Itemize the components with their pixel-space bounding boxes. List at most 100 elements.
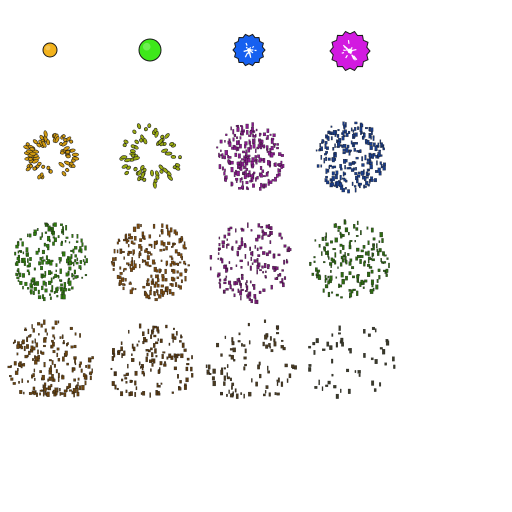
sprite-speck	[370, 269, 374, 274]
sprite-speck	[57, 320, 60, 324]
sprite-speck	[255, 381, 258, 387]
sprite-speck	[14, 370, 19, 375]
sprite-speck	[244, 163, 247, 169]
sprite-speck	[218, 164, 222, 170]
sprite-speck	[370, 135, 372, 140]
sprite-speck	[7, 365, 11, 369]
sprite-speck	[172, 243, 174, 248]
sprite-speck	[318, 244, 321, 248]
sprite-speck	[136, 343, 139, 347]
sprite-petal	[69, 161, 74, 166]
sprite-speck	[28, 350, 31, 356]
sprite-speck	[155, 390, 158, 396]
sprite-speck	[33, 232, 37, 236]
sprite-speck	[267, 150, 271, 156]
sprite-speck	[148, 264, 152, 268]
sprite-petal	[137, 169, 142, 176]
sprite-speck	[127, 363, 129, 369]
sprite-speck	[274, 162, 277, 167]
sprite-speck	[176, 276, 180, 279]
sprite-speck	[128, 233, 132, 237]
sprite-speck	[164, 278, 168, 282]
sprite-speck	[247, 261, 249, 266]
sprite-speck	[74, 254, 77, 258]
sprite-speck	[348, 271, 352, 275]
sprite-speck	[138, 340, 140, 343]
sprite-speck	[82, 259, 85, 262]
sprite-speck	[377, 268, 381, 272]
sprite-speck	[40, 323, 43, 328]
sprite-speck	[377, 250, 380, 256]
sprite-speck	[237, 165, 242, 168]
sprite-speck	[184, 276, 187, 282]
sprite-speck	[134, 288, 137, 291]
sprite-row-burst-scatter	[14, 219, 390, 305]
sprite-speck	[339, 175, 342, 181]
sprite-speck	[154, 281, 158, 285]
sprite-speck	[254, 160, 257, 163]
sprite-speck	[178, 238, 181, 244]
sprite-speck	[370, 248, 374, 251]
sprite-speck	[120, 346, 123, 352]
sprite-speck	[45, 255, 48, 260]
sprite-speck	[18, 272, 22, 278]
sprite-speck	[380, 142, 383, 147]
sprite-speck	[254, 299, 258, 304]
sprite-speck	[320, 155, 323, 160]
sprite-speck	[53, 378, 56, 382]
sprite-speck	[160, 289, 163, 295]
sprite-speck	[173, 327, 175, 330]
sprite-speck	[27, 258, 29, 263]
sprite-petal	[139, 138, 144, 143]
sprite-speck	[48, 225, 51, 230]
sprite-speck	[48, 376, 52, 381]
sprite-speck	[76, 388, 79, 393]
sprite-core	[42, 42, 58, 58]
sprite-speck	[43, 319, 46, 325]
sprite-speck	[267, 182, 270, 186]
sprite-speck	[138, 361, 141, 366]
sprite-speck	[42, 275, 46, 278]
sprite-petal	[27, 157, 33, 161]
sprite-speck	[385, 268, 389, 273]
sprite-speck	[39, 392, 41, 396]
sprite-speck	[266, 148, 269, 153]
sprite-speck	[259, 173, 263, 178]
sprite-speck	[311, 272, 315, 276]
sprite-petal	[123, 139, 129, 144]
sprite-speck	[248, 297, 251, 301]
sprite-speck	[357, 370, 361, 374]
sprite-speck	[269, 346, 272, 349]
sprite-frame-13	[7, 319, 94, 398]
sprite-speck	[266, 128, 270, 133]
sprite-speck	[169, 255, 173, 258]
sprite-petal	[130, 144, 136, 149]
sprite-speck	[119, 272, 123, 275]
sprite-speck	[379, 382, 382, 387]
sprite-speck	[65, 272, 69, 277]
sprite-speck	[20, 250, 23, 253]
sprite-speck	[53, 222, 57, 227]
sprite-speck	[252, 133, 254, 138]
sprite-speck	[224, 140, 226, 143]
sprite-speck	[120, 391, 124, 397]
sprite-speck	[248, 173, 251, 178]
sprite-speck	[273, 268, 276, 272]
sprite-speck	[29, 233, 32, 238]
sprite-speck	[143, 259, 147, 263]
sprite-speck	[135, 386, 138, 391]
sprite-speck	[131, 353, 133, 356]
sprite-speck	[228, 354, 231, 357]
sprite-speck	[341, 136, 345, 141]
sprite-speck	[217, 257, 219, 260]
sprite-speck	[68, 256, 72, 262]
sprite-petal	[65, 154, 71, 159]
sprite-speck	[372, 252, 375, 257]
sprite-speck	[367, 256, 371, 260]
sprite-speck	[160, 284, 164, 288]
sprite-speck	[343, 126, 346, 130]
sprite-speck	[138, 251, 141, 255]
sprite-speck	[160, 382, 163, 385]
sprite-speck	[126, 239, 130, 242]
sprite-speck	[10, 377, 14, 381]
